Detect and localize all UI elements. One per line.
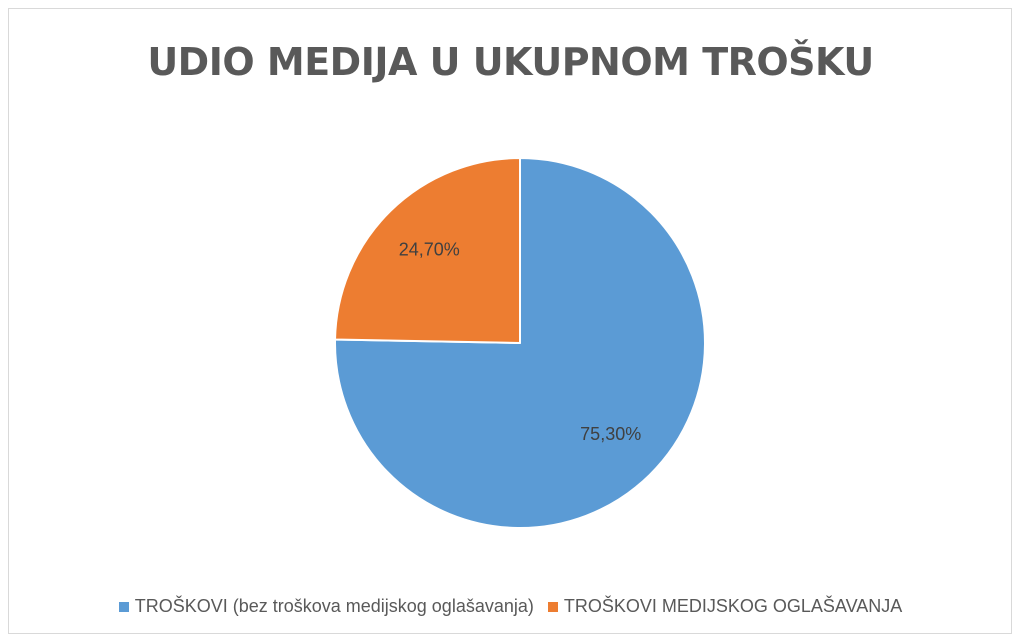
legend-label: TROŠKOVI MEDIJSKOG OGLAŠAVANJA: [563, 596, 903, 616]
legend-swatch: [118, 601, 129, 612]
data-label-2: 24,70%: [399, 239, 460, 259]
legend-item-costs-without-media: TROŠKOVI (bez troškova medijskog oglašav…: [118, 596, 534, 617]
data-label-1: 75,30%: [580, 424, 641, 444]
pie-slice-2: [334, 157, 521, 344]
legend-label: TROŠKOVI (bez troškova medijskog oglašav…: [134, 596, 534, 616]
chart-title: UDIO MEDIJA U UKUPNOM TROŠKU: [147, 40, 874, 84]
legend: TROŠKOVI (bez troškova medijskog oglašav…: [0, 596, 1021, 617]
legend-swatch: [547, 601, 558, 612]
legend-item-media-costs: TROŠKOVI MEDIJSKOG OGLAŠAVANJA: [547, 596, 903, 617]
